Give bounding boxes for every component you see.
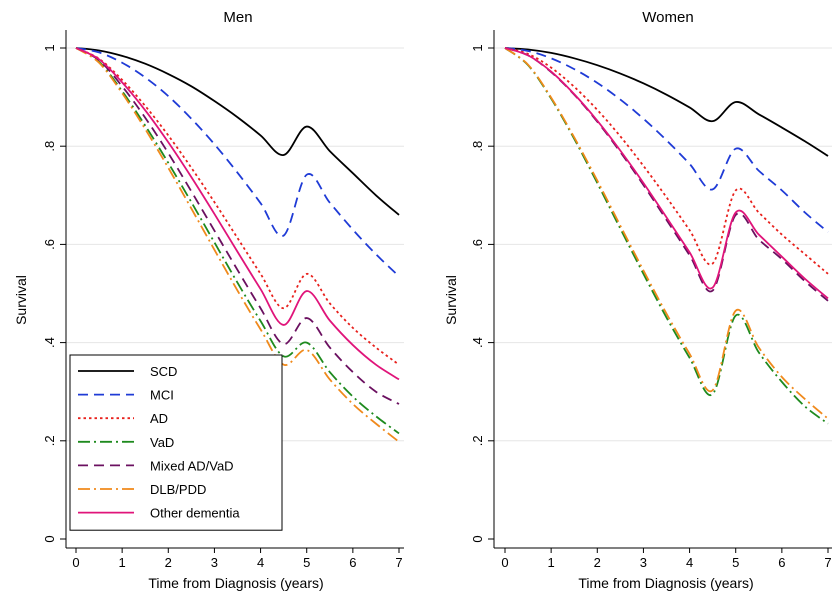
- x-axis-label: Time from Diagnosis (years): [148, 575, 323, 591]
- y-tick-label: .8: [42, 141, 57, 152]
- x-tick-label: 1: [119, 555, 126, 570]
- legend-label: Other dementia: [150, 506, 240, 521]
- y-tick-label: .2: [42, 435, 57, 446]
- series-line-vad: [75, 47, 400, 435]
- series-line-mixed-ad-vad: [75, 47, 400, 405]
- x-tick-label: 6: [778, 555, 785, 570]
- x-tick-label: 4: [257, 555, 264, 570]
- panel-title: Women: [642, 9, 693, 26]
- legend-label: AD: [150, 411, 168, 426]
- series-line-scd: [75, 47, 400, 216]
- y-axis-label: Survival: [443, 275, 459, 325]
- y-tick-label: .6: [42, 239, 57, 250]
- panel-women: 0 .2 .4 .6 .8 1 0 1 2 3 4 5 6 7 Women Survival Time from…: [443, 9, 832, 591]
- x-tick-label: 3: [640, 555, 647, 570]
- x-tick-label: 0: [72, 555, 79, 570]
- y-tick-label: 1: [470, 44, 485, 51]
- series-line-vad: [504, 47, 829, 425]
- legend-label: MCI: [150, 388, 174, 403]
- x-tick-label: 1: [548, 555, 555, 570]
- series-line-other-dementia: [75, 47, 400, 381]
- series-line-mixed-ad-vad: [504, 47, 829, 302]
- series-line-dlb-pdd: [75, 47, 400, 443]
- x-tick-label: 5: [732, 555, 739, 570]
- x-tick-label: 4: [686, 555, 693, 570]
- x-tick-label: 5: [303, 555, 310, 570]
- panels: 0 .2 .4 .6 .8 1 0 1 2 3 4 5 6 7 Men Survival Time from D…: [13, 9, 832, 591]
- legend-label: VaD: [150, 435, 174, 450]
- y-tick-label: .2: [470, 435, 485, 446]
- x-tick-label: 0: [501, 555, 508, 570]
- x-tick-label: 7: [824, 555, 831, 570]
- x-axis-label: Time from Diagnosis (years): [578, 575, 753, 591]
- series-line-ad: [75, 47, 400, 366]
- x-tick-label: 7: [395, 555, 402, 570]
- y-axis-label: Survival: [13, 275, 29, 325]
- y-tick-label: .4: [470, 337, 485, 348]
- legend: SCD MCI AD VaD Mixed AD/VaD DLB/PDD Other deme…: [69, 354, 283, 531]
- y-tick-label: 1: [42, 44, 57, 51]
- y-tick-label: .4: [42, 337, 57, 348]
- y-tick-label: .8: [470, 141, 485, 152]
- y-tick-label: 0: [42, 535, 57, 542]
- y-tick-label: .6: [470, 239, 485, 250]
- y-tick-label: 0: [470, 535, 485, 542]
- panel-men: 0 .2 .4 .6 .8 1 0 1 2 3 4 5 6 7 Men Survival Time from D…: [13, 9, 404, 591]
- x-tick-label: 6: [349, 555, 356, 570]
- legend-label: Mixed AD/VaD: [150, 458, 234, 473]
- x-tick-label: 2: [594, 555, 601, 570]
- series-line-scd: [504, 47, 829, 157]
- legend-label: SCD: [150, 364, 177, 379]
- series-line-mci: [504, 47, 829, 233]
- panel-title: Men: [223, 9, 252, 26]
- series-line-other-dementia: [504, 47, 829, 300]
- series-line-dlb-pdd: [504, 47, 829, 420]
- series-line-mci: [75, 47, 400, 277]
- legend-label: DLB/PDD: [150, 482, 206, 497]
- x-tick-label: 3: [211, 555, 218, 570]
- x-tick-label: 2: [165, 555, 172, 570]
